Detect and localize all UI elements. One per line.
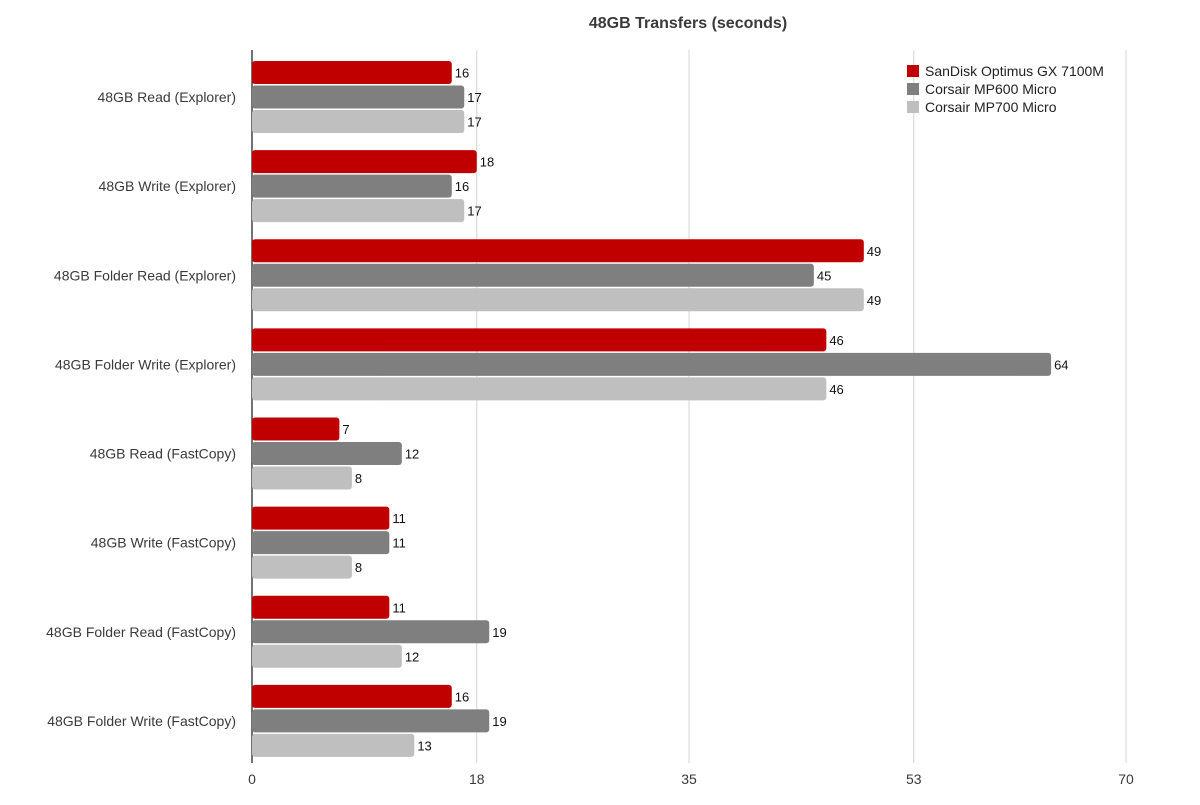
bar <box>252 110 465 133</box>
data-label: 16 <box>455 179 469 194</box>
bar <box>252 288 864 312</box>
bar <box>252 352 1052 376</box>
data-label: 19 <box>492 625 506 640</box>
bar <box>252 506 390 530</box>
bar <box>252 328 827 352</box>
data-label: 11 <box>392 511 406 526</box>
bar <box>252 199 465 223</box>
legend-swatch <box>907 65 919 77</box>
category-label: 48GB Folder Read (FastCopy) <box>46 624 236 640</box>
legend-label: Corsair MP700 Micro <box>925 99 1057 115</box>
bar <box>252 442 402 465</box>
legend-label: SanDisk Optimus GX 7100M <box>925 63 1104 79</box>
data-label: 12 <box>405 649 419 664</box>
bars <box>252 61 1052 757</box>
data-label: 11 <box>392 600 406 615</box>
legend: SanDisk Optimus GX 7100M Corsair MP600 Mi… <box>907 63 1104 115</box>
bar <box>252 620 490 644</box>
data-label: 46 <box>829 333 843 348</box>
category-label: 48GB Write (Explorer) <box>99 178 236 194</box>
data-label: 8 <box>355 560 362 575</box>
data-label: 17 <box>467 90 481 105</box>
data-labels: 16 17 17 18 16 17 49 45 49 46 64 46 7 12 8 11 11 8 11 19 12 1… <box>342 66 1068 754</box>
bar <box>252 595 390 619</box>
category-label: 48GB Folder Read (Explorer) <box>54 267 236 283</box>
category-label: 48GB Read (Explorer) <box>97 89 236 105</box>
x-tick-label: 53 <box>906 771 922 787</box>
category-label: 48GB Write (FastCopy) <box>91 535 236 551</box>
bar <box>252 239 864 263</box>
x-tick-label: 70 <box>1118 771 1134 787</box>
bar <box>252 417 340 441</box>
legend-swatch <box>907 83 919 95</box>
data-label: 49 <box>867 244 881 259</box>
data-label: 11 <box>392 536 406 551</box>
data-label: 18 <box>480 155 494 170</box>
data-label: 13 <box>417 738 431 753</box>
legend-label: Corsair MP600 Micro <box>925 81 1057 97</box>
bar <box>252 377 827 401</box>
data-label: 17 <box>467 204 481 219</box>
bar <box>252 531 390 555</box>
bar <box>252 85 465 109</box>
data-label: 8 <box>355 471 362 486</box>
bar <box>252 684 452 708</box>
bar <box>252 709 490 733</box>
legend-swatch <box>907 101 919 113</box>
x-tick-label: 35 <box>681 771 697 787</box>
data-label: 19 <box>492 714 506 729</box>
category-labels: 48GB Read (Explorer) 48GB Write (Explorer… <box>46 89 236 729</box>
bar <box>252 174 452 198</box>
data-label: 46 <box>829 382 843 397</box>
data-label: 16 <box>455 689 469 704</box>
x-tick-label: 18 <box>469 771 485 787</box>
x-axis-ticks: 0 18 35 53 70 <box>248 771 1134 787</box>
data-label: 49 <box>867 293 881 308</box>
bar <box>252 555 352 579</box>
data-label: 45 <box>817 268 831 283</box>
bar <box>252 733 415 757</box>
data-label: 12 <box>405 447 419 462</box>
category-label: 48GB Read (FastCopy) <box>90 446 236 462</box>
bar <box>252 466 352 490</box>
chart-title: 48GB Transfers (seconds) <box>589 15 787 32</box>
bar <box>252 644 402 668</box>
bar <box>252 61 452 84</box>
bar <box>252 263 814 287</box>
data-label: 64 <box>1054 357 1068 372</box>
data-label: 16 <box>455 66 469 81</box>
bar <box>252 150 477 174</box>
data-label: 17 <box>467 115 481 130</box>
category-label: 48GB Folder Write (FastCopy) <box>47 713 236 729</box>
data-label: 7 <box>342 422 349 437</box>
category-label: 48GB Folder Write (Explorer) <box>55 356 236 372</box>
x-tick-label: 0 <box>248 771 256 787</box>
